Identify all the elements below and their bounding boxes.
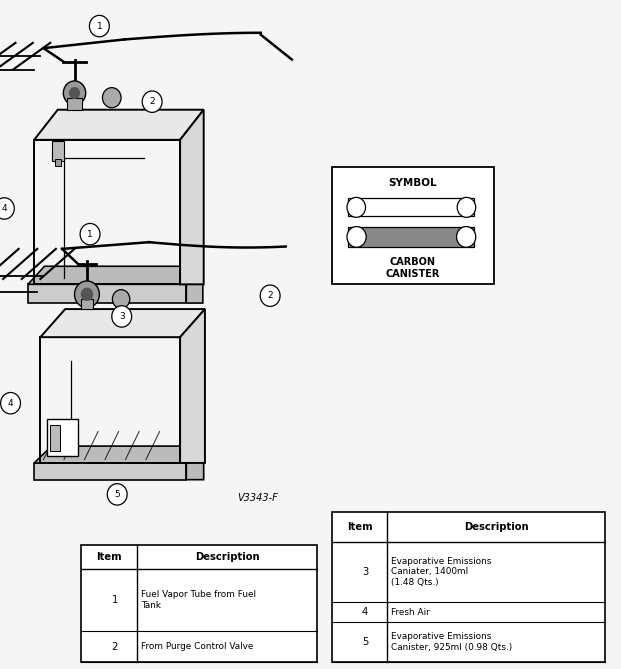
Text: Item: Item xyxy=(96,552,122,562)
Circle shape xyxy=(0,198,14,219)
Text: Evaporative Emissions
Caniater, 1400ml
(1.48 Qts.): Evaporative Emissions Caniater, 1400ml (… xyxy=(391,557,491,587)
Circle shape xyxy=(456,227,476,248)
Bar xyxy=(55,159,61,166)
Circle shape xyxy=(81,288,93,301)
Bar xyxy=(40,337,180,463)
Bar xyxy=(81,299,93,309)
Text: 4: 4 xyxy=(1,204,7,213)
Text: 3: 3 xyxy=(119,312,125,321)
Polygon shape xyxy=(34,110,204,140)
Circle shape xyxy=(69,87,80,99)
Bar xyxy=(348,198,474,216)
Bar xyxy=(81,545,317,662)
Polygon shape xyxy=(180,309,205,463)
Text: 4: 4 xyxy=(362,607,368,617)
Bar xyxy=(332,512,605,662)
Circle shape xyxy=(63,81,86,105)
Text: Item: Item xyxy=(347,522,373,532)
Circle shape xyxy=(260,285,280,306)
Bar xyxy=(52,141,64,161)
Text: 5: 5 xyxy=(362,638,368,647)
Circle shape xyxy=(112,290,130,308)
Bar xyxy=(332,167,494,284)
Polygon shape xyxy=(34,446,204,463)
Circle shape xyxy=(347,227,366,248)
Polygon shape xyxy=(186,446,204,480)
Text: 2: 2 xyxy=(149,97,155,106)
Bar xyxy=(47,419,78,456)
Text: 2: 2 xyxy=(112,642,118,652)
Circle shape xyxy=(142,91,162,112)
Text: 1: 1 xyxy=(96,21,102,31)
Polygon shape xyxy=(28,266,203,284)
Circle shape xyxy=(1,393,20,414)
Text: Description: Description xyxy=(195,552,260,562)
Bar xyxy=(50,425,60,451)
Bar xyxy=(348,227,474,247)
Circle shape xyxy=(112,306,132,327)
Circle shape xyxy=(347,197,366,217)
Text: CARBON
CANISTER: CARBON CANISTER xyxy=(386,257,440,279)
Text: 2: 2 xyxy=(267,291,273,300)
Text: 3: 3 xyxy=(362,567,368,577)
Text: 1: 1 xyxy=(112,595,118,605)
Text: From Purge Control Valve: From Purge Control Valve xyxy=(141,642,253,651)
Circle shape xyxy=(75,281,99,308)
Text: 5: 5 xyxy=(114,490,120,499)
Bar xyxy=(34,463,186,480)
Text: Description: Description xyxy=(464,522,528,532)
Circle shape xyxy=(89,15,109,37)
Text: 1: 1 xyxy=(87,229,93,239)
Bar xyxy=(34,140,180,284)
Text: Fuel Vapor Tube from Fuel
Tank: Fuel Vapor Tube from Fuel Tank xyxy=(141,590,256,609)
Circle shape xyxy=(107,484,127,505)
Bar xyxy=(28,284,186,303)
Polygon shape xyxy=(180,110,204,284)
Circle shape xyxy=(457,197,476,217)
Polygon shape xyxy=(40,309,205,337)
Bar xyxy=(67,98,82,110)
Polygon shape xyxy=(186,266,203,303)
Circle shape xyxy=(80,223,100,245)
Text: Fresh Air: Fresh Air xyxy=(391,607,429,617)
Text: 4: 4 xyxy=(7,399,14,407)
Text: Evaporative Emissions
Canister, 925ml (0.98 Qts.): Evaporative Emissions Canister, 925ml (0… xyxy=(391,632,512,652)
Text: V3343-F: V3343-F xyxy=(237,494,278,503)
Text: SYMBOL: SYMBOL xyxy=(389,178,437,188)
Circle shape xyxy=(102,88,121,108)
